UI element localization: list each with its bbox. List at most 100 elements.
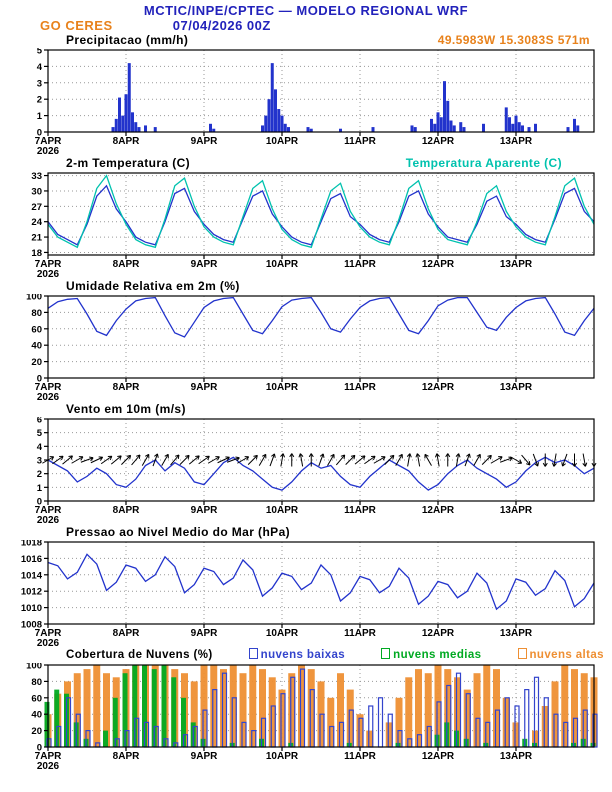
legend-mid-clouds: nuvens medias xyxy=(381,648,481,663)
svg-text:12APR: 12APR xyxy=(422,136,455,147)
svg-text:7APR: 7APR xyxy=(35,628,62,639)
svg-text:80: 80 xyxy=(31,308,42,319)
series-line xyxy=(47,456,595,491)
svg-text:0: 0 xyxy=(37,743,42,754)
panel-title-precipitation: Precipitacao (mm/h) xyxy=(66,33,189,47)
location-label: 49.5983W 15.3083S 571m xyxy=(437,33,590,47)
legend-label-high-clouds: nuvens altas xyxy=(529,649,604,661)
legend-label-mid-clouds: nuvens medias xyxy=(393,649,482,661)
panel-title-row-wind: Vento em 10m (m/s) xyxy=(0,402,612,417)
svg-text:60: 60 xyxy=(31,693,42,704)
svg-text:6: 6 xyxy=(37,417,42,426)
apparent-temperature-label: Temperatura Aparente (C) xyxy=(405,156,562,170)
svg-text:9APR: 9APR xyxy=(191,259,218,270)
svg-text:7APR: 7APR xyxy=(35,382,62,393)
svg-text:9APR: 9APR xyxy=(191,628,218,639)
svg-text:1: 1 xyxy=(37,483,43,494)
svg-text:10APR: 10APR xyxy=(266,259,299,270)
panel-title-humidity: Umidade Relativa em 2m (%) xyxy=(66,279,240,293)
panel-title-row-pressure: Pressao ao Nivel Medio do Mar (hPa) xyxy=(0,525,612,540)
svg-text:2026: 2026 xyxy=(37,269,60,279)
svg-text:11APR: 11APR xyxy=(344,382,376,393)
panel-cloud-cover: Cobertura de Nuvens (%) nuvens baixas nu… xyxy=(0,648,612,771)
svg-text:80: 80 xyxy=(31,677,42,688)
svg-text:10APR: 10APR xyxy=(266,382,299,393)
svg-text:4: 4 xyxy=(37,62,43,73)
series-line xyxy=(47,184,595,246)
svg-text:2: 2 xyxy=(37,469,42,480)
svg-text:40: 40 xyxy=(31,341,42,352)
svg-text:12APR: 12APR xyxy=(422,382,455,393)
svg-text:18: 18 xyxy=(31,248,42,259)
svg-text:10APR: 10APR xyxy=(266,136,299,147)
svg-text:2026: 2026 xyxy=(37,761,60,771)
svg-text:21: 21 xyxy=(31,233,42,244)
svg-text:9APR: 9APR xyxy=(191,751,218,762)
panel-title-cloud-cover: Cobertura de Nuvens (%) xyxy=(66,649,213,661)
panel-title-row-precipitation: Precipitacao (mm/h) 49.5983W 15.3083S 57… xyxy=(0,33,612,48)
svg-text:11APR: 11APR xyxy=(344,751,376,762)
svg-text:0: 0 xyxy=(37,497,42,508)
svg-text:8APR: 8APR xyxy=(113,505,140,516)
svg-text:11APR: 11APR xyxy=(344,136,376,147)
svg-text:2026: 2026 xyxy=(37,392,60,402)
legend-label-low-clouds: nuvens baixas xyxy=(260,649,346,661)
svg-text:13APR: 13APR xyxy=(500,136,533,147)
svg-text:8APR: 8APR xyxy=(113,259,140,270)
gridlines xyxy=(48,541,594,625)
plot-frame xyxy=(47,295,595,379)
svg-text:9APR: 9APR xyxy=(191,505,218,516)
panel-precipitation: Precipitacao (mm/h) 49.5983W 15.3083S 57… xyxy=(0,33,612,156)
svg-text:8APR: 8APR xyxy=(113,382,140,393)
svg-text:12APR: 12APR xyxy=(422,628,455,639)
legend-box-high-clouds-icon xyxy=(517,648,527,659)
panel-temperature: 2-m Temperatura (C) Temperatura Aparente… xyxy=(0,156,612,279)
panel-humidity: Umidade Relativa em 2m (%) 0 20 40 60 80 100 7… xyxy=(0,279,612,402)
svg-text:4: 4 xyxy=(37,442,43,453)
svg-text:11APR: 11APR xyxy=(344,628,376,639)
svg-text:7APR: 7APR xyxy=(35,505,62,516)
svg-text:12APR: 12APR xyxy=(422,505,455,516)
svg-text:2026: 2026 xyxy=(37,638,60,648)
gridlines xyxy=(48,173,594,255)
svg-text:5: 5 xyxy=(37,48,43,57)
station-name: GO CERES xyxy=(40,18,113,33)
series-line xyxy=(47,296,595,338)
panel-title-wind: Vento em 10m (m/s) xyxy=(66,402,186,416)
svg-text:60: 60 xyxy=(31,324,42,335)
svg-text:33: 33 xyxy=(31,171,42,182)
svg-text:7APR: 7APR xyxy=(35,259,62,270)
svg-text:13APR: 13APR xyxy=(500,382,533,393)
panel-title-row-temperature: 2-m Temperatura (C) Temperatura Aparente… xyxy=(0,156,612,171)
svg-text:5: 5 xyxy=(37,428,43,439)
svg-text:1018: 1018 xyxy=(21,540,42,549)
panel-title-row-humidity: Umidade Relativa em 2m (%) xyxy=(0,279,612,294)
svg-text:1016: 1016 xyxy=(21,554,42,565)
svg-text:1008: 1008 xyxy=(21,620,42,631)
svg-text:7APR: 7APR xyxy=(35,751,62,762)
legend-high-clouds: nuvens altas xyxy=(517,648,604,663)
panel-title-row-cloud-cover: Cobertura de Nuvens (%) nuvens baixas nu… xyxy=(0,648,612,663)
svg-text:20: 20 xyxy=(31,357,42,368)
svg-text:7APR: 7APR xyxy=(35,136,62,147)
svg-text:13APR: 13APR xyxy=(500,751,533,762)
precip-bars xyxy=(111,63,580,133)
svg-text:30: 30 xyxy=(31,186,42,197)
header-subtitle-row: GO CERES 07/04/2026 00Z xyxy=(0,18,612,33)
wind-arrows xyxy=(42,453,597,467)
plot-frame xyxy=(47,664,595,748)
svg-text:13APR: 13APR xyxy=(500,505,533,516)
svg-text:8APR: 8APR xyxy=(113,751,140,762)
svg-text:13APR: 13APR xyxy=(500,259,533,270)
svg-text:10APR: 10APR xyxy=(266,751,299,762)
legend-box-low-clouds-icon xyxy=(248,648,258,659)
svg-text:8APR: 8APR xyxy=(113,628,140,639)
plot-frame xyxy=(47,172,595,256)
svg-text:24: 24 xyxy=(31,217,42,228)
